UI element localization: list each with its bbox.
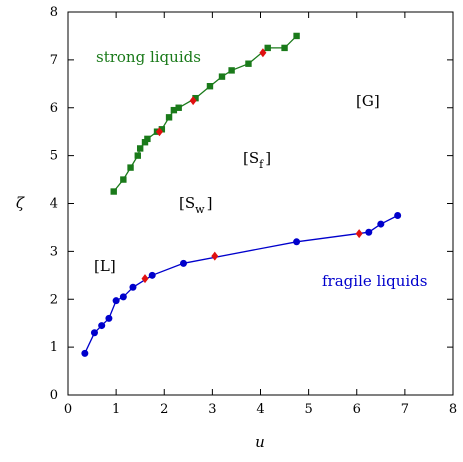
x-tick-label: 6 — [353, 402, 361, 417]
region-label-sw-close: ] — [207, 194, 213, 212]
x-tick-label: 5 — [304, 402, 312, 417]
data-point — [377, 220, 385, 228]
data-point — [293, 238, 301, 246]
data-point — [170, 106, 178, 114]
data-point — [90, 329, 98, 337]
annotation-strong-liquids: strong liquids — [96, 48, 201, 66]
data-point — [228, 67, 235, 74]
y-tick-label: 2 — [50, 292, 58, 307]
highlight-marker — [189, 96, 197, 106]
y-tick-label: 5 — [50, 149, 58, 164]
data-point — [148, 271, 156, 279]
data-point — [81, 349, 89, 357]
x-tick-label: 3 — [208, 402, 216, 417]
region-label-sw: [Sw] — [179, 194, 212, 216]
data-point — [175, 104, 182, 111]
data-point — [134, 152, 141, 159]
x-tick-label: 4 — [256, 402, 264, 417]
series-1 — [81, 211, 402, 357]
data-point — [218, 73, 226, 80]
region-label-sw-main: [S — [179, 194, 195, 212]
region-label-sf-close: ] — [265, 149, 271, 167]
data-point — [105, 314, 113, 322]
data-point — [144, 135, 151, 143]
y-axis-label: ζ — [16, 194, 25, 212]
x-tick-label: 7 — [401, 402, 409, 417]
region-label-sf-main: [S — [243, 149, 259, 167]
highlight-marker — [155, 127, 163, 137]
data-point — [112, 297, 120, 305]
x-tick-label: 2 — [160, 402, 168, 417]
data-point — [245, 60, 252, 67]
data-point — [394, 211, 402, 219]
series-layer — [81, 32, 402, 357]
y-tick-labels: 0 1 2 3 4 5 6 7 8 — [50, 5, 58, 403]
data-point — [98, 322, 106, 330]
region-label-l: [L] — [94, 257, 116, 275]
data-point — [293, 32, 300, 40]
highlight-marker — [259, 48, 267, 58]
plot-frame — [67, 11, 454, 396]
region-label-sf-sub: f — [259, 158, 264, 171]
data-point — [141, 139, 149, 146]
y-tick-label: 4 — [50, 197, 58, 212]
series-0 — [110, 32, 300, 195]
y-tick-label: 8 — [50, 5, 58, 20]
y-tick-label: 1 — [50, 340, 58, 355]
y-tick-label: 0 — [50, 388, 58, 403]
x-tick-labels: 0 1 2 3 4 5 6 7 8 — [64, 402, 457, 417]
data-point — [127, 164, 134, 171]
y-tick-label: 7 — [50, 53, 58, 68]
region-label-sf: [Sf] — [243, 149, 271, 171]
data-point — [119, 293, 127, 301]
data-point — [206, 83, 214, 90]
data-point — [180, 259, 187, 267]
highlight-marker — [211, 251, 219, 261]
x-axis-label: u — [255, 433, 265, 451]
data-point — [365, 228, 373, 236]
x-tick-label: 1 — [112, 402, 120, 417]
data-point — [264, 44, 271, 52]
region-label-sw-sub: w — [195, 203, 205, 216]
x-tick-label: 8 — [449, 402, 457, 417]
data-point — [129, 283, 137, 291]
annotation-fragile-liquids: fragile liquids — [322, 272, 427, 290]
region-label-g: [G] — [356, 92, 380, 110]
y-tick-label: 6 — [50, 101, 58, 116]
highlight-marker — [355, 229, 363, 239]
x-tick-label: 0 — [64, 402, 72, 417]
highlight-marker — [141, 274, 149, 284]
data-point — [158, 126, 166, 133]
data-point — [120, 176, 127, 183]
data-point — [165, 114, 173, 121]
data-point — [136, 145, 144, 152]
y-tick-label: 3 — [50, 244, 58, 259]
data-point — [192, 94, 199, 102]
data-point — [110, 188, 117, 195]
data-point — [281, 44, 288, 52]
axis-ticks — [67, 11, 454, 396]
